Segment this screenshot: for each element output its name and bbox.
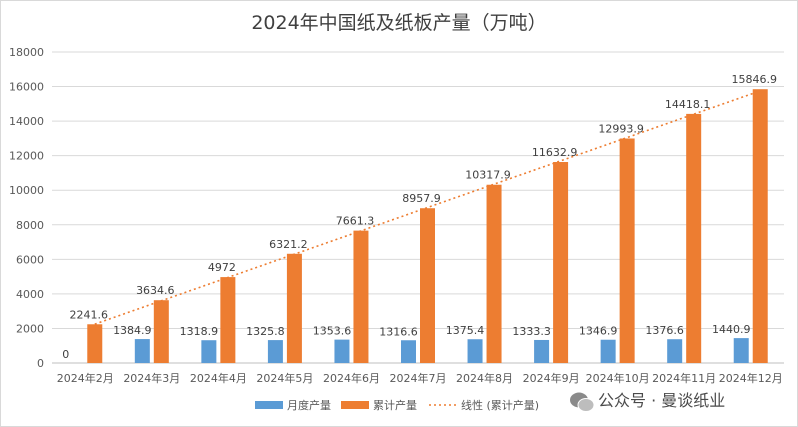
chart-title: 2024年中国纸及纸板产量（万吨） bbox=[251, 12, 547, 34]
data-label-monthly: 1318.9 bbox=[180, 325, 219, 338]
bar-cumulative bbox=[153, 300, 169, 363]
bar-cumulative bbox=[420, 208, 435, 363]
data-label-cumulative: 8957.9 bbox=[402, 192, 441, 205]
bar-monthly bbox=[467, 339, 483, 363]
bar-monthly bbox=[667, 339, 683, 363]
x-tick-label: 2024年4月 bbox=[190, 371, 247, 385]
data-label-cumulative: 3634.6 bbox=[136, 284, 175, 297]
data-label-cumulative: 15846.9 bbox=[731, 73, 777, 86]
y-tick-label: 8000 bbox=[16, 219, 44, 232]
watermark: 公众号 · 曼谈纸业 bbox=[570, 391, 725, 412]
legend-label-monthly: 月度产量 bbox=[287, 398, 331, 412]
x-tick-labels: 2024年2月 2024年3月 2024年4月 2024年5月 2024年6月 2024年… bbox=[57, 371, 783, 385]
y-tick-label: 2000 bbox=[16, 322, 44, 335]
data-label-monthly: 1333.3 bbox=[512, 325, 551, 338]
legend-swatch-monthly bbox=[255, 401, 283, 409]
x-tick-label: 2024年3月 bbox=[123, 371, 180, 385]
gridlines bbox=[52, 51, 784, 364]
bar-cumulative bbox=[353, 230, 369, 363]
data-label-monthly: 0 bbox=[62, 348, 69, 361]
x-tick-label: 2024年2月 bbox=[57, 371, 114, 385]
bar-cumulative bbox=[286, 253, 302, 363]
bar-cumulative bbox=[87, 324, 103, 363]
bar-cumulative bbox=[686, 113, 702, 364]
data-label-monthly: 1316.6 bbox=[379, 325, 418, 338]
data-label-cumulative: 6321.2 bbox=[269, 238, 308, 251]
bar-cumulative bbox=[752, 89, 768, 364]
wechat-icon bbox=[570, 392, 595, 412]
bar-cumulative bbox=[220, 277, 236, 363]
y-tick-label: 6000 bbox=[16, 253, 44, 266]
data-label-monthly: 1346.9 bbox=[579, 325, 618, 338]
bar-cumulative bbox=[553, 162, 569, 363]
watermark-text: 公众号 · 曼谈纸业 bbox=[598, 391, 725, 410]
data-label-cumulative: 10317.9 bbox=[465, 169, 511, 182]
legend: 月度产量 累计产量 线性 (累计产量) bbox=[255, 398, 539, 412]
data-label-cumulative: 7661.3 bbox=[336, 215, 375, 228]
data-label-cumulative: 12993.9 bbox=[598, 122, 644, 135]
y-tick-label: 14000 bbox=[9, 115, 44, 128]
bars bbox=[87, 89, 768, 364]
data-label-monthly: 1325.8 bbox=[246, 325, 285, 338]
data-label-monthly: 1375.4 bbox=[446, 324, 485, 337]
x-tick-label: 2024年5月 bbox=[256, 371, 313, 385]
x-tick-label: 2024年8月 bbox=[456, 371, 513, 385]
x-tick-label: 2024年9月 bbox=[523, 371, 580, 385]
data-label-cumulative: 2241.6 bbox=[70, 308, 109, 321]
data-label-monthly: 1440.9 bbox=[712, 323, 751, 336]
y-tick-label: 18000 bbox=[9, 46, 44, 59]
data-label-cumulative: 14418.1 bbox=[665, 98, 711, 111]
x-tick-label: 2024年10月 bbox=[586, 371, 650, 385]
data-label-cumulative: 11632.9 bbox=[532, 146, 578, 159]
x-tick-label: 2024年7月 bbox=[390, 371, 447, 385]
y-tick-label: 16000 bbox=[9, 81, 44, 94]
data-labels: 0 2241.6 1384.9 3634.6 1318.9 4972 1325.8 6321.… bbox=[62, 73, 777, 361]
bar-monthly bbox=[134, 339, 150, 363]
data-label-cumulative: 4972 bbox=[208, 261, 236, 274]
legend-swatch-cumulative bbox=[341, 401, 369, 409]
x-tick-label: 2024年6月 bbox=[323, 371, 380, 385]
data-label-monthly: 1353.6 bbox=[313, 325, 352, 338]
legend-label-trendline: 线性 (累计产量) bbox=[461, 398, 539, 412]
y-tick-labels: 0 2000 4000 6000 8000 10000 12000 14000 16000 180… bbox=[9, 46, 44, 370]
bar-cumulative bbox=[619, 138, 635, 363]
x-tick-label: 2024年11月 bbox=[652, 371, 716, 385]
y-tick-label: 10000 bbox=[9, 184, 44, 197]
bar-monthly bbox=[267, 340, 283, 363]
bar-monthly bbox=[600, 339, 616, 363]
wechat-icon-bubble-front bbox=[577, 398, 595, 412]
bar-monthly bbox=[401, 340, 416, 363]
bar-cumulative bbox=[486, 184, 502, 363]
bar-monthly bbox=[201, 340, 217, 363]
x-tick-label: 2024年12月 bbox=[719, 371, 783, 385]
data-label-monthly: 1384.9 bbox=[113, 324, 152, 337]
y-tick-label: 12000 bbox=[9, 150, 44, 163]
legend-label-cumulative: 累计产量 bbox=[373, 398, 417, 412]
data-label-monthly: 1376.6 bbox=[645, 324, 684, 337]
y-tick-label: 4000 bbox=[16, 288, 44, 301]
bar-monthly bbox=[733, 338, 749, 363]
bar-monthly bbox=[534, 339, 550, 363]
bar-monthly bbox=[334, 339, 350, 363]
y-tick-label: 0 bbox=[37, 357, 44, 370]
